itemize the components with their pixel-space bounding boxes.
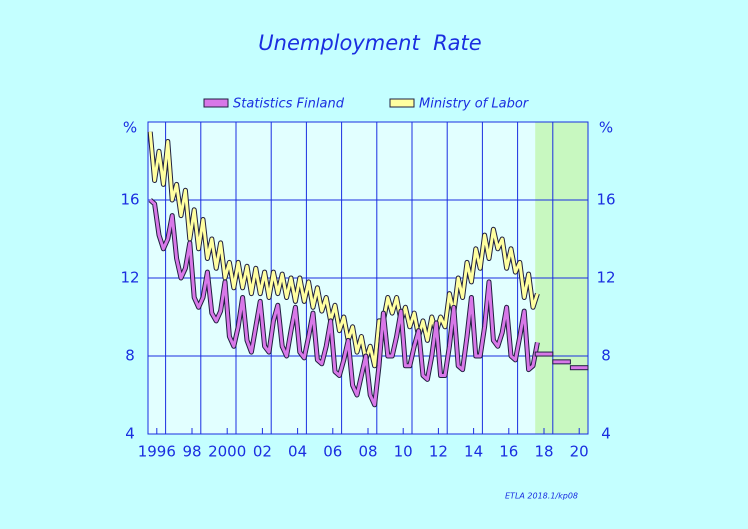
x-tick-label: 16 <box>499 443 518 461</box>
x-tick-label: 18 <box>534 443 553 461</box>
y-tick-label: 8 <box>601 347 611 365</box>
y-tick-label: 16 <box>120 191 139 209</box>
x-tick-label: 14 <box>464 443 483 461</box>
plot-frame <box>147 121 589 435</box>
x-tick-label: 2000 <box>208 443 246 461</box>
x-tick-label: 20 <box>570 443 589 461</box>
x-tick-label: 98 <box>182 443 201 461</box>
x-tick-label: 08 <box>358 443 377 461</box>
chart-title: Unemployment Rate <box>258 31 481 55</box>
x-tick-label: 02 <box>253 443 272 461</box>
x-tick-label: 04 <box>288 443 307 461</box>
footnote: ETLA 2018.1/kp08 <box>505 492 578 501</box>
y-tick-label: 12 <box>596 269 615 287</box>
y-tick-label: 16 <box>596 191 615 209</box>
x-tick-label: 10 <box>394 443 413 461</box>
legend-label: Statistics Finland <box>233 97 345 112</box>
y-unit-right: % <box>599 119 613 137</box>
y-unit-left: % <box>123 119 137 137</box>
y-tick-label: 12 <box>120 269 139 287</box>
legend-swatch <box>203 98 229 108</box>
forecast-bar <box>534 351 554 357</box>
forecast-bar <box>552 359 571 365</box>
forecast-bar <box>569 365 589 371</box>
x-tick-label: 12 <box>429 443 448 461</box>
y-tick-label: 8 <box>125 347 135 365</box>
y-tick-label: 4 <box>601 425 611 443</box>
x-tick-label: 06 <box>323 443 342 461</box>
series-line <box>149 198 539 407</box>
x-tick-label: 1996 <box>138 443 176 461</box>
series-line <box>148 131 539 368</box>
legend-label: Ministry of Labor <box>419 97 530 112</box>
legend-swatch <box>389 98 415 108</box>
y-tick-label: 4 <box>125 425 135 443</box>
